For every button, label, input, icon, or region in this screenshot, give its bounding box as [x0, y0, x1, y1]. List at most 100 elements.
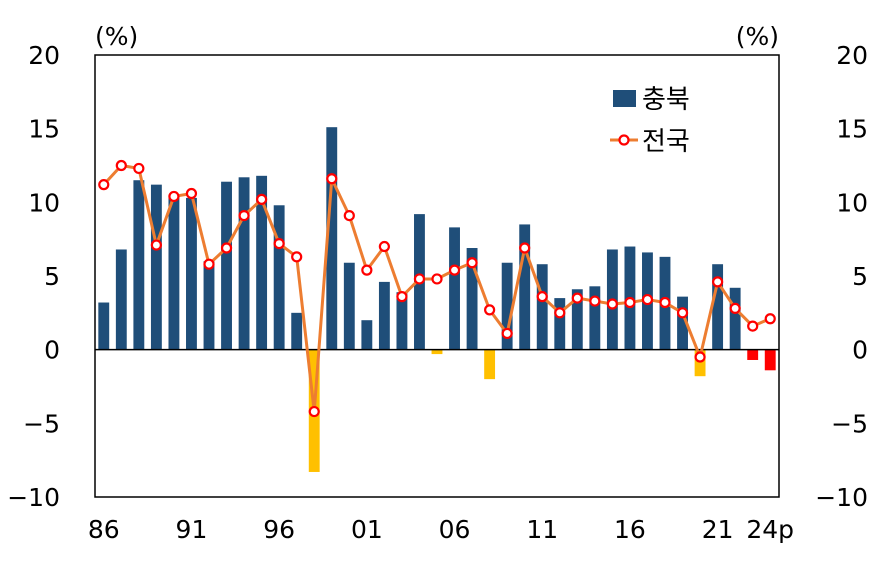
bar-2024p [764, 349, 776, 371]
y-tick-right: −5 [831, 409, 868, 438]
bar-1988 [133, 180, 145, 350]
point-1988 [133, 162, 145, 175]
point-2003 [396, 291, 408, 303]
bar-1990 [168, 194, 180, 350]
y-tick-left: 5 [44, 262, 60, 291]
left-axis-unit: (%) [95, 22, 138, 51]
point-2010 [519, 242, 531, 254]
bar-2008 [484, 349, 496, 380]
legend-swatch-bar [613, 90, 636, 107]
point-2006 [448, 264, 461, 276]
point-2008 [484, 304, 496, 316]
y-tick-left: 15 [28, 115, 60, 144]
bar-1989 [150, 184, 162, 350]
point-1990 [168, 190, 180, 203]
ticks-layer: 20 20 15 15 10 10 5 5 0 0 −5 −5 −10 −10 86 91 96 01 06 11 16… [7, 41, 868, 544]
point-2015 [606, 298, 618, 310]
x-tick: 11 [526, 515, 558, 544]
bar-1997 [291, 312, 303, 350]
bar-2009 [501, 262, 513, 350]
y-tick-right: 10 [836, 188, 868, 217]
bar-1991 [186, 197, 197, 350]
right-axis-unit: (%) [736, 22, 779, 51]
point-2000 [343, 209, 355, 222]
point-2009 [501, 327, 513, 340]
point-2012 [554, 307, 566, 319]
bar-1987 [115, 249, 127, 350]
point-2020 [694, 351, 706, 363]
point-2013 [571, 292, 583, 304]
legend-swatch-marker [618, 134, 630, 146]
bar-1995 [256, 175, 268, 350]
bar-2020 [694, 349, 706, 377]
bar-2012 [554, 298, 566, 350]
point-1987 [115, 159, 127, 172]
bar-2014 [589, 286, 601, 350]
point-2011 [536, 291, 548, 303]
point-1998 [308, 405, 320, 418]
point-2022 [729, 302, 741, 315]
point-2017 [641, 293, 654, 306]
point-1996 [273, 237, 285, 250]
bar-2019 [677, 296, 688, 350]
x-tick: 86 [88, 515, 120, 544]
y-tick-left: 10 [28, 188, 60, 217]
point-2018 [659, 296, 671, 309]
point-2002 [378, 240, 390, 253]
plot-frame [94, 54, 780, 498]
point-1992 [203, 258, 215, 270]
bar-2010 [519, 224, 531, 350]
y-tick-left: 20 [28, 41, 60, 70]
bar-2022 [729, 287, 741, 350]
bar-2006 [449, 227, 460, 350]
point-2016 [624, 296, 636, 309]
point-1991 [185, 187, 198, 200]
y-tick-right: 15 [836, 115, 868, 144]
bar-1986 [98, 302, 110, 350]
x-tick: 16 [614, 515, 646, 544]
bar-2005 [431, 349, 443, 355]
x-tick: 01 [351, 515, 383, 544]
bar-2001 [361, 320, 373, 350]
bar-2007 [466, 248, 478, 350]
y-tick-right: −10 [815, 483, 868, 512]
point-1997 [291, 251, 303, 263]
point-2004 [413, 273, 426, 285]
legend-label-line: 전국 [642, 127, 690, 157]
y-tick-right: 5 [852, 262, 868, 291]
bar-1996 [273, 205, 285, 350]
bar-2023 [747, 349, 759, 360]
point-2019 [676, 307, 689, 319]
y-tick-left: −5 [23, 409, 60, 438]
y-tick-right: 20 [836, 41, 868, 70]
point-2005 [431, 273, 443, 285]
point-2007 [466, 257, 478, 269]
x-tick: 91 [176, 515, 208, 544]
bar-2002 [378, 281, 390, 350]
x-tick: 06 [439, 515, 471, 544]
y-tick-left: −10 [7, 483, 60, 512]
point-2023 [747, 320, 759, 332]
bar-1993 [221, 181, 232, 350]
bar-2021 [712, 264, 724, 350]
point-2024p [764, 313, 776, 325]
bar-1992 [203, 261, 215, 350]
y-tick-right: 0 [852, 336, 868, 365]
x-tick: 24p [746, 515, 794, 544]
bar-1999 [326, 127, 338, 350]
y-tick-left: 0 [44, 336, 60, 365]
point-2014 [589, 295, 601, 307]
point-1999 [326, 173, 338, 185]
legend-label-bar: 충북 [642, 85, 690, 115]
point-1995 [256, 193, 268, 205]
bar-2003 [396, 292, 408, 350]
bar-2013 [571, 289, 583, 350]
point-2001 [361, 264, 373, 276]
point-1993 [220, 242, 233, 254]
point-2021 [712, 276, 724, 288]
x-tick: 21 [702, 515, 734, 544]
bar-2000 [343, 262, 355, 350]
point-1986 [98, 179, 110, 191]
